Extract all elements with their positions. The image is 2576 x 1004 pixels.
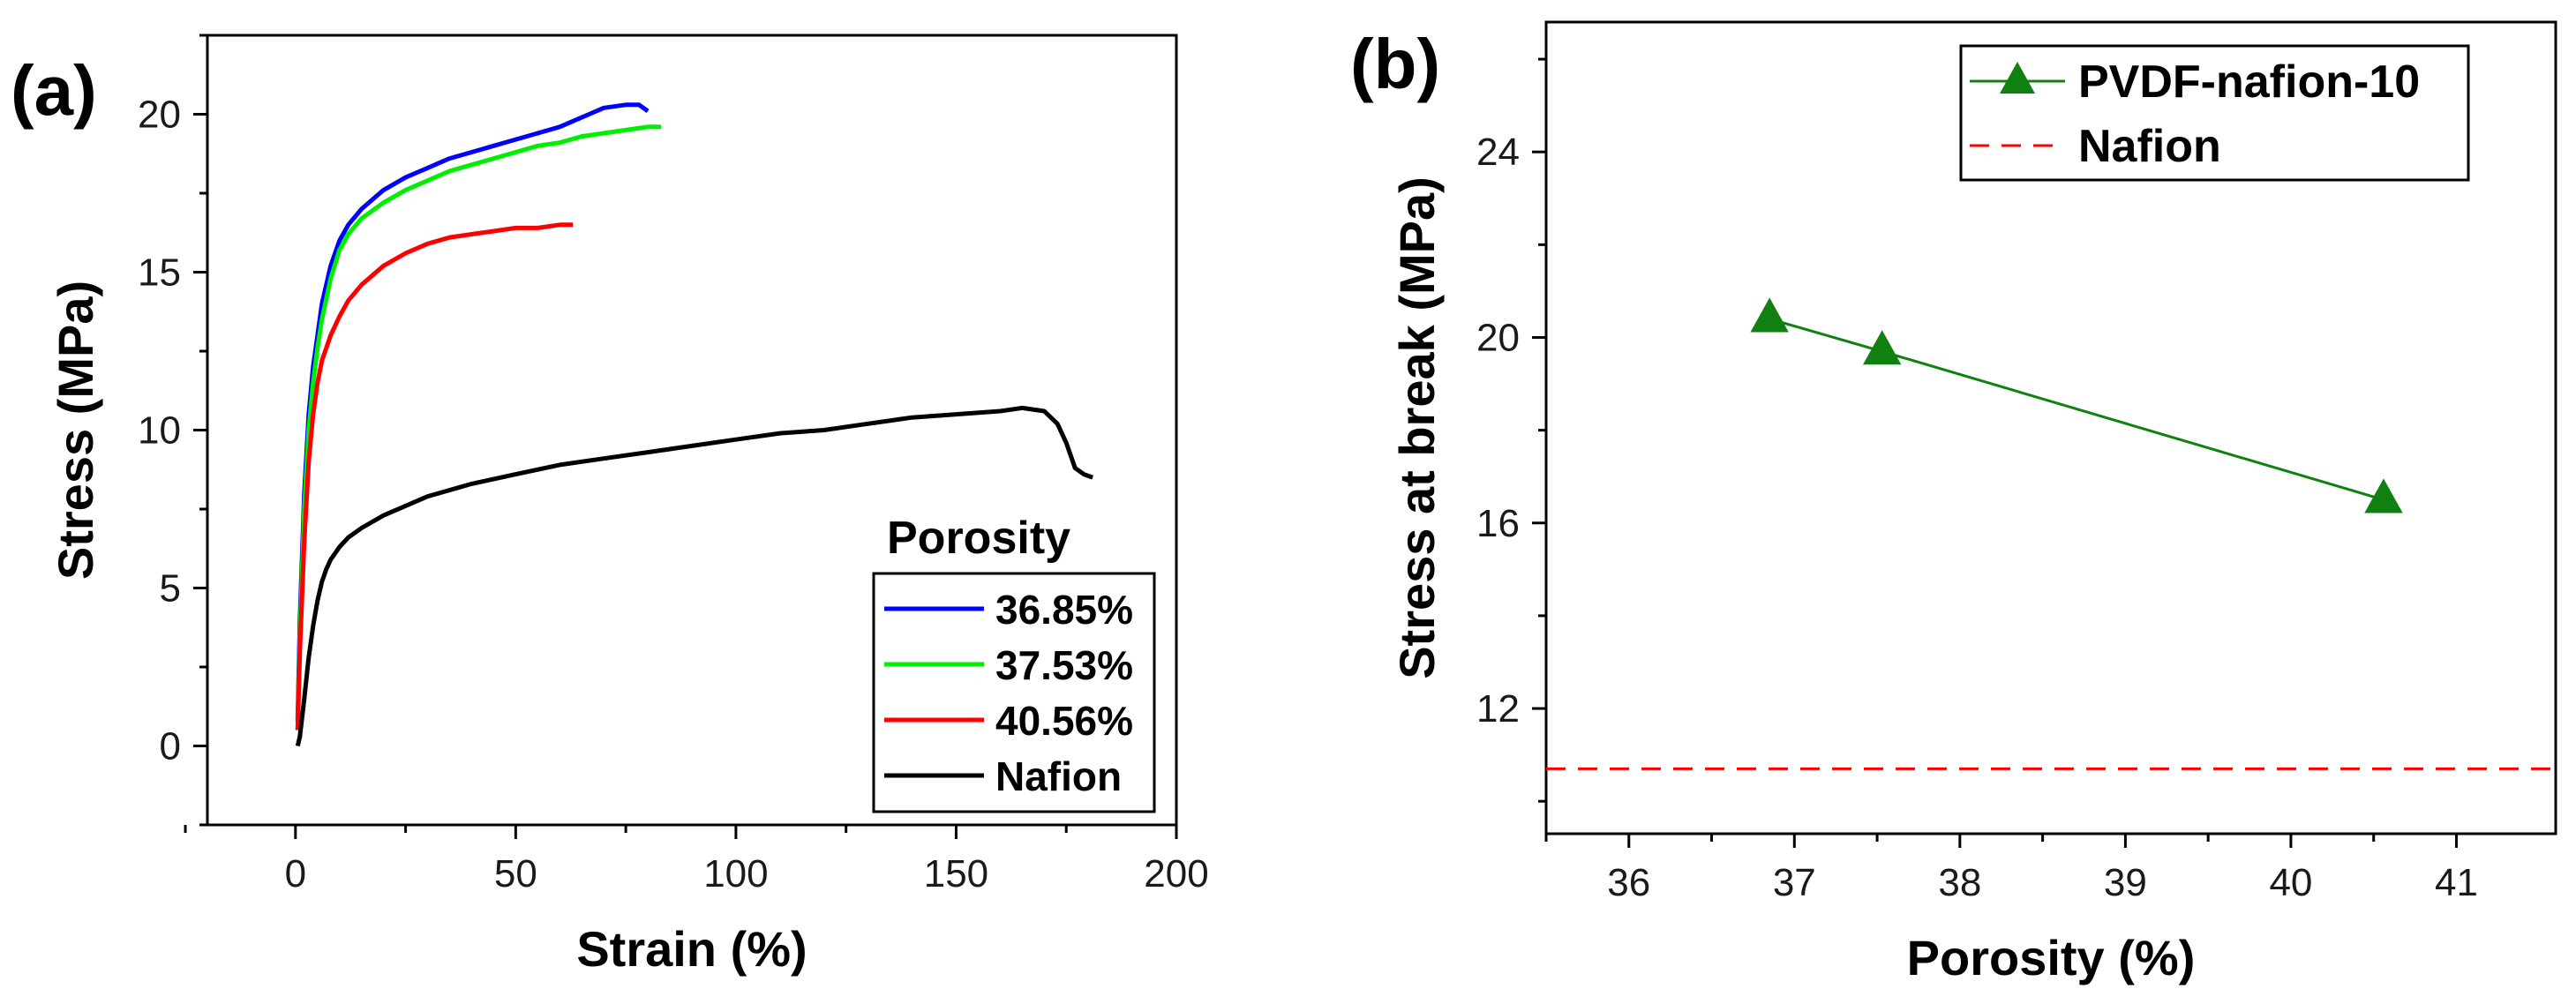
series-line-36-85-: [295, 102, 650, 721]
y-tick-label: 24: [1476, 131, 1520, 174]
series-line-40-56-: [295, 222, 574, 731]
y-tick-label: 12: [1476, 687, 1520, 731]
legend-title: Porosity: [887, 513, 1070, 564]
panel-b-stress-at-break-chart: 36 37 38 39 40 41 12 16 20 24 Porosity (%) Stress a…: [1350, 20, 2557, 985]
y-tick-label: 16: [1476, 502, 1520, 545]
y-axis-title: Stress at break (MPa): [1389, 176, 1445, 679]
x-tick-label: 200: [1144, 852, 1208, 895]
data-point-triangle: [1750, 297, 1789, 333]
legend-label: PVDF-nafion-10: [2078, 56, 2420, 108]
legend-label: Nafion: [2078, 121, 2221, 172]
y-tick-label: 0: [160, 725, 181, 768]
x-axis-title: Porosity (%): [1907, 930, 2196, 985]
y-tick-label: 5: [160, 567, 181, 611]
legend-label: 40.56%: [995, 698, 1133, 744]
series-line-37-53-: [295, 124, 662, 731]
x-tick-label: 50: [494, 852, 537, 895]
legend-label: Nafion: [995, 753, 1122, 799]
panel-label: (a): [11, 51, 97, 130]
series-line-nafion: [295, 405, 1094, 747]
x-tick-label: 36: [1607, 861, 1650, 904]
data-point-triangle: [2364, 478, 2403, 513]
x-axis-title: Strain (%): [576, 921, 807, 977]
x-tick-label: 100: [703, 852, 768, 895]
series-group: [1546, 297, 2556, 770]
series-line-pvdf-nafion-10: [1769, 318, 2384, 501]
legend-label: 37.53%: [995, 642, 1133, 688]
panel-label: (b): [1350, 25, 1440, 103]
legend-marker-triangle: [2000, 62, 2035, 94]
y-tick-label: 20: [138, 94, 181, 137]
x-tick-label: 40: [2269, 861, 2312, 904]
x-tick-label: 150: [924, 852, 988, 895]
x-tick-label: 37: [1773, 861, 1816, 904]
x-tick-label: 0: [285, 852, 306, 895]
x-tick-label: 41: [2435, 861, 2478, 904]
y-axis-title: Stress (MPa): [48, 281, 103, 580]
y-tick-label: 20: [1476, 316, 1520, 359]
plot-frame: [1544, 20, 2557, 835]
y-tick-label: 10: [138, 409, 181, 453]
panel-a-stress-strain-chart: 0 50 100 150 200 0 5 10 15 20 Strain (%) Stress (MP…: [11, 34, 1209, 977]
legend-label: 36.85%: [995, 587, 1133, 633]
y-tick-label: 15: [138, 251, 181, 295]
x-tick-label: 38: [1938, 861, 1981, 904]
x-tick-label: 39: [2104, 861, 2147, 904]
series-group: [295, 102, 1094, 747]
legend-box: [872, 572, 1156, 813]
data-point-triangle: [1863, 330, 1902, 365]
legend-box: [1959, 44, 2470, 182]
